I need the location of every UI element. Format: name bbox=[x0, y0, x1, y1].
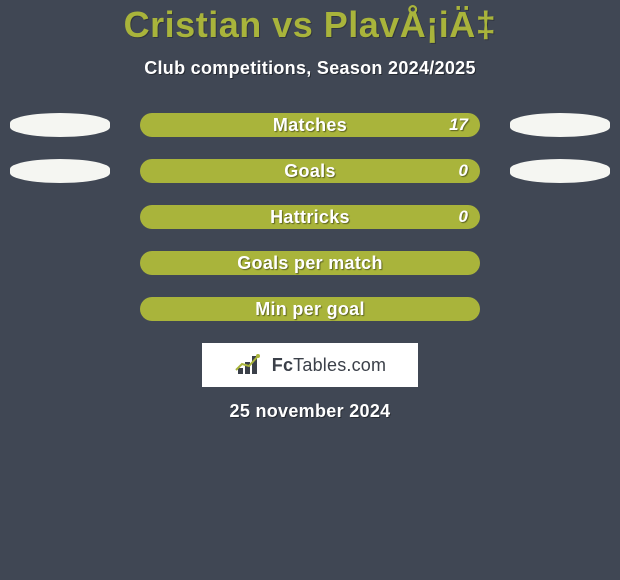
stat-bar: Matches 17 bbox=[140, 113, 480, 137]
stat-label: Goals bbox=[284, 161, 336, 182]
logo-text: FcTables.com bbox=[272, 355, 386, 376]
stat-row: Goals 0 bbox=[0, 159, 620, 183]
stat-label: Hattricks bbox=[270, 207, 350, 228]
logo: FcTables.com bbox=[234, 354, 386, 376]
page-title: Cristian vs PlavÅ¡iÄ‡ bbox=[0, 4, 620, 46]
page-subtitle: Club competitions, Season 2024/2025 bbox=[0, 58, 620, 79]
stat-bar: Goals per match bbox=[140, 251, 480, 275]
stat-label: Goals per match bbox=[237, 253, 383, 274]
stat-value: 0 bbox=[459, 205, 468, 229]
ellipse-left bbox=[10, 113, 110, 137]
logo-tables: Tables bbox=[293, 355, 346, 375]
stat-row: Matches 17 bbox=[0, 113, 620, 137]
stat-value: 0 bbox=[459, 159, 468, 183]
ellipse-right bbox=[510, 113, 610, 137]
snapshot-date: 25 november 2024 bbox=[0, 401, 620, 422]
logo-fc: Fc bbox=[272, 355, 293, 375]
stat-bar: Hattricks 0 bbox=[140, 205, 480, 229]
stat-label: Min per goal bbox=[255, 299, 365, 320]
stat-row: Goals per match bbox=[0, 251, 620, 275]
ellipse-right bbox=[510, 159, 610, 183]
stat-value: 17 bbox=[449, 113, 468, 137]
logo-com: .com bbox=[346, 355, 386, 375]
ellipse-left bbox=[10, 159, 110, 183]
stat-label: Matches bbox=[273, 115, 347, 136]
stats-rows: Matches 17 Goals 0 Hattricks 0 Goals per match… bbox=[0, 113, 620, 321]
stat-bar: Goals 0 bbox=[140, 159, 480, 183]
logo-box: FcTables.com bbox=[202, 343, 418, 387]
stat-row: Min per goal bbox=[0, 297, 620, 321]
bars-icon bbox=[234, 354, 266, 376]
stat-row: Hattricks 0 bbox=[0, 205, 620, 229]
stat-bar: Min per goal bbox=[140, 297, 480, 321]
